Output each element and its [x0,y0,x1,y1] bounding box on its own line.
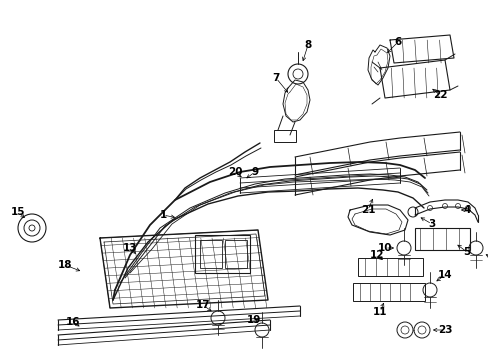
Text: 13: 13 [122,243,137,253]
Text: 8: 8 [304,40,311,50]
Text: 14: 14 [437,270,451,280]
Text: 3: 3 [427,219,435,229]
Text: 18: 18 [58,260,72,270]
Text: 6: 6 [393,37,401,47]
Bar [200,240,222,268]
Text: 15: 15 [11,207,25,217]
Text: 1: 1 [159,210,166,220]
Text: 9: 9 [251,167,258,177]
Text: 19: 19 [246,315,261,325]
Text: 20: 20 [227,167,242,177]
Text: 16: 16 [65,317,80,327]
Bar [414,228,469,250]
Text: 7: 7 [272,73,279,83]
Bar [224,240,246,268]
Bar [352,283,424,301]
Text: 21: 21 [360,205,374,215]
Bar [273,130,295,142]
Text: 11: 11 [372,307,386,317]
Text: 12: 12 [369,250,384,260]
Text: 17: 17 [195,300,210,310]
Bar [195,235,249,273]
Text: 10: 10 [377,243,391,253]
Text: 5: 5 [463,247,469,257]
Text: 23: 23 [437,325,451,335]
Text: 4: 4 [462,205,470,215]
Text: 22: 22 [432,90,447,100]
Bar [357,258,422,276]
